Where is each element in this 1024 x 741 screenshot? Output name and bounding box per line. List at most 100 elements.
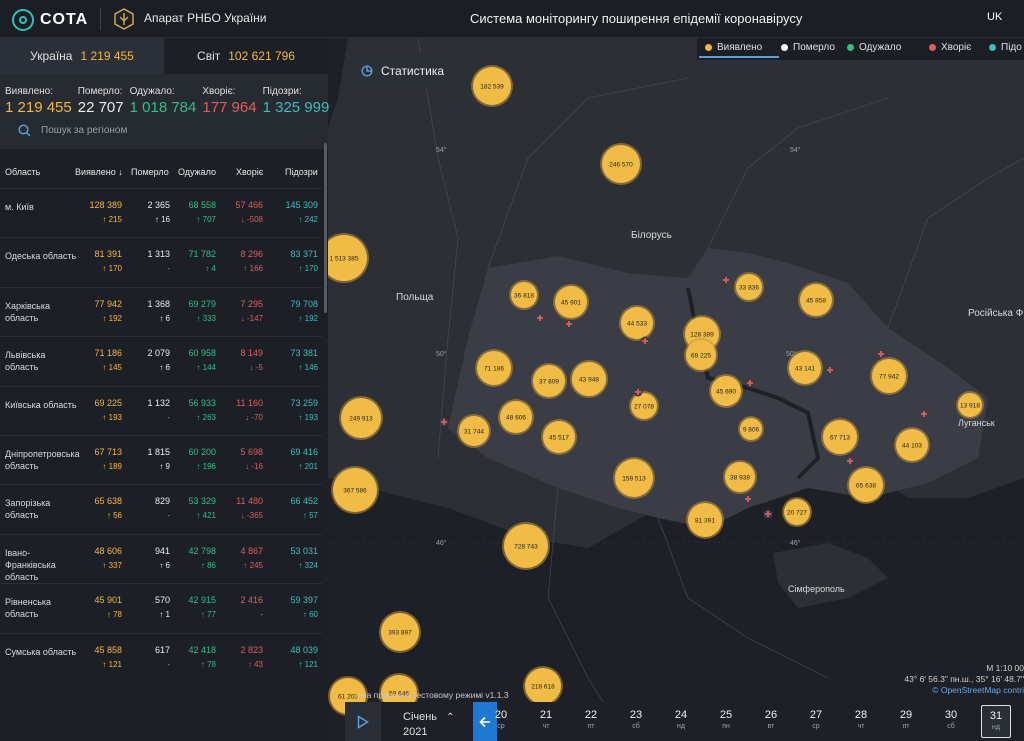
table-row[interactable]: Дніпропетровська область 67 713 ↑ 189 1 815…: [0, 434, 322, 484]
cluster-marker[interactable]: 159 513: [613, 457, 655, 499]
cluster-marker[interactable]: 249 913: [339, 396, 383, 440]
arrow-up-icon: ↑: [106, 511, 114, 521]
day-25[interactable]: 25 пн: [711, 709, 741, 730]
day-weekday: вт: [767, 723, 775, 730]
cluster-marker[interactable]: 31 744: [457, 414, 491, 448]
sick-delta: ↓ -70: [245, 413, 263, 422]
cluster-marker[interactable]: 38 938: [723, 460, 757, 494]
hospital-cross-icon[interactable]: [745, 378, 755, 388]
cluster-marker[interactable]: 69 225: [684, 338, 718, 372]
cluster-marker[interactable]: 13 918: [956, 391, 984, 419]
language-switch[interactable]: UK: [987, 11, 1003, 23]
day-26[interactable]: 26 вт: [756, 709, 786, 730]
search-input[interactable]: [41, 124, 281, 136]
tab-ukraine[interactable]: Україна 1 219 455: [0, 38, 164, 74]
table-row[interactable]: м. Київ 128 389 ↑ 215 2 365 ↑ 16 68 558 ↑ 707 5…: [0, 188, 322, 237]
table-row[interactable]: Харківська область 77 942 ↑ 192 1 368 ↑ 6 69 …: [0, 286, 322, 336]
day-23[interactable]: 23 сб: [621, 709, 651, 730]
cota-logo[interactable]: COTA: [12, 9, 88, 31]
hospital-cross-icon[interactable]: [845, 456, 855, 466]
day-22[interactable]: 22 пт: [576, 709, 606, 730]
cluster-value: 367 586: [343, 488, 367, 495]
hospital-cross-icon[interactable]: [564, 319, 574, 329]
hospital-cross-icon[interactable]: [743, 494, 753, 504]
col-confirmed[interactable]: Виявлено ↓: [75, 167, 123, 177]
cluster-marker[interactable]: 728 743: [502, 522, 550, 570]
map-canvas[interactable]: 54° 54° 50° 50° 46° 46° Білорусь Польща Росiйськ…: [328, 38, 1024, 741]
osm-link[interactable]: © OpenStreetMap contri: [932, 685, 1024, 695]
stat-label: Одужало:: [129, 86, 175, 97]
cluster-marker[interactable]: 33 836: [734, 272, 764, 302]
table-row[interactable]: Івано-Франківська область 48 606 ↑ 337 941 ↑…: [0, 533, 322, 583]
col-region[interactable]: Область: [5, 167, 41, 177]
cluster-marker[interactable]: 77 942: [870, 357, 908, 395]
table-row[interactable]: Київська область 69 225 ↑ 193 1 132 - 56 933 ↑…: [0, 385, 322, 435]
legend-item[interactable]: Одужало: [847, 42, 901, 53]
hospital-cross-icon[interactable]: [721, 275, 731, 285]
day-31[interactable]: 31 нд: [981, 705, 1011, 738]
map[interactable]: 54° 54° 50° 50° 46° 46° Білорусь Польща Росiйськ…: [328, 38, 1024, 741]
cluster-marker[interactable]: 45 858: [798, 282, 834, 318]
cluster-marker[interactable]: 27 078: [629, 391, 659, 421]
cluster-marker[interactable]: 65 638: [847, 466, 885, 504]
cluster-marker[interactable]: 36 818: [509, 280, 539, 310]
cluster-marker[interactable]: 45 690: [709, 374, 743, 408]
table-row[interactable]: Сумська область 45 858 ↑ 121 617 - 42 418 ↑ 78…: [0, 632, 322, 682]
day-29[interactable]: 29 пт: [891, 709, 921, 730]
hospital-cross-icon[interactable]: [640, 336, 650, 346]
org-name[interactable]: Апарат РНБО України: [144, 11, 267, 25]
cluster-marker[interactable]: 20 727: [782, 497, 812, 527]
cluster-marker[interactable]: 43 948: [570, 360, 608, 398]
cluster-marker[interactable]: 81 391: [686, 501, 724, 539]
scrollbar[interactable]: [324, 143, 327, 313]
day-28[interactable]: 28 чт: [846, 709, 876, 730]
legend-item[interactable]: Підо: [989, 42, 1022, 53]
hospital-cross-icon[interactable]: [825, 365, 835, 375]
cluster-marker[interactable]: 9 806: [738, 416, 764, 442]
hospital-cross-icon[interactable]: [876, 349, 886, 359]
day-21[interactable]: 21 чт: [531, 709, 561, 730]
tab-world[interactable]: Світ 102 621 796: [164, 38, 328, 74]
col-recovered[interactable]: Одужало: [178, 167, 217, 177]
col-sick[interactable]: Хворіє: [236, 167, 264, 177]
cluster-marker[interactable]: 45 901: [553, 284, 589, 320]
legend-item[interactable]: Виявлено: [698, 42, 780, 58]
day-27[interactable]: 27 ср: [801, 709, 831, 730]
day-24[interactable]: 24 нд: [666, 709, 696, 730]
cluster-marker[interactable]: 182 539: [471, 65, 513, 107]
hospital-cross-icon[interactable]: [763, 509, 773, 519]
cluster-marker[interactable]: 44 533: [619, 305, 655, 341]
month-selector[interactable]: Січень ⌃ 2021: [403, 710, 455, 739]
legend-item[interactable]: Хворіє: [929, 42, 971, 53]
cluster-marker[interactable]: 218 618: [523, 666, 563, 706]
cluster-marker[interactable]: 367 586: [331, 466, 379, 514]
hospital-cross-icon[interactable]: [535, 313, 545, 323]
cluster-marker[interactable]: 67 713: [821, 418, 859, 456]
region-search[interactable]: [6, 116, 318, 144]
table-row[interactable]: Рівненська область 45 901 ↑ 78 570 ↑ 1 42 915…: [0, 583, 322, 632]
statistics-button[interactable]: Статистика: [345, 54, 458, 88]
table-row[interactable]: Львівська область 71 186 ↑ 145 2 079 ↑ 6 60 9…: [0, 336, 322, 385]
legend-item[interactable]: Померло: [781, 42, 835, 53]
prev-button[interactable]: [473, 702, 497, 741]
cluster-marker[interactable]: 43 141: [787, 350, 823, 386]
play-button[interactable]: [345, 702, 381, 741]
cluster-marker[interactable]: 1 513 385: [328, 233, 369, 283]
cluster-marker[interactable]: 246 570: [600, 143, 642, 185]
table-row[interactable]: Запорізька область 65 638 ↑ 56 829 - 53 329 ↑ …: [0, 484, 322, 533]
cluster-marker[interactable]: 393 897: [379, 611, 421, 653]
cluster-marker[interactable]: 45 517: [541, 419, 577, 455]
cluster-value: 48 606: [506, 415, 526, 422]
col-suspected[interactable]: Підозри: [285, 167, 318, 177]
cluster-marker[interactable]: 48 606: [498, 399, 534, 435]
cluster-marker[interactable]: 44 103: [894, 427, 930, 463]
day-30[interactable]: 30 сб: [936, 709, 966, 730]
day-20[interactable]: 20 ср: [486, 709, 516, 730]
hospital-cross-icon[interactable]: [633, 387, 643, 397]
cluster-marker[interactable]: 37 809: [531, 363, 567, 399]
cluster-marker[interactable]: 71 186: [475, 349, 513, 387]
hospital-cross-icon[interactable]: [919, 409, 929, 419]
hospital-cross-icon[interactable]: [439, 417, 449, 427]
table-row[interactable]: Одеська область 81 391 ↑ 170 1 313 - 71 782 ↑ …: [0, 237, 322, 286]
col-deaths[interactable]: Померло: [131, 167, 169, 177]
